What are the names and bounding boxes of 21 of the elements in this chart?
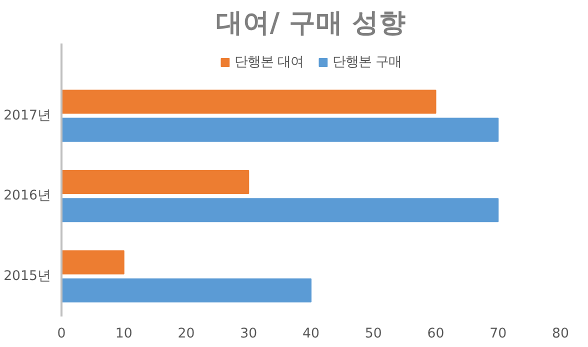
x-tick-label: 60	[427, 326, 444, 342]
x-tick-label: 70	[490, 326, 507, 342]
legend-label: 단행본 대여	[234, 54, 304, 71]
x-tick-label: 20	[178, 326, 195, 342]
bar	[62, 278, 312, 302]
bar	[62, 118, 499, 142]
bar	[62, 90, 436, 114]
bar	[62, 170, 250, 194]
x-tick-label: 30	[240, 326, 258, 342]
x-tick-label: 40	[302, 326, 320, 342]
x-tick-label: 0	[57, 326, 66, 342]
y-tick-label: 2017년	[4, 108, 51, 124]
y-tick-label: 2016년	[4, 188, 51, 204]
x-tick-label: 10	[115, 326, 132, 342]
x-tick-label: 50	[364, 326, 382, 342]
bar	[62, 198, 499, 222]
y-tick-label: 2015년	[4, 268, 51, 284]
x-tick-label: 80	[552, 326, 569, 342]
chart-title: 대여/ 구매 성향	[216, 8, 406, 38]
legend-label: 단행본 구매	[332, 54, 402, 71]
bar	[62, 250, 124, 274]
